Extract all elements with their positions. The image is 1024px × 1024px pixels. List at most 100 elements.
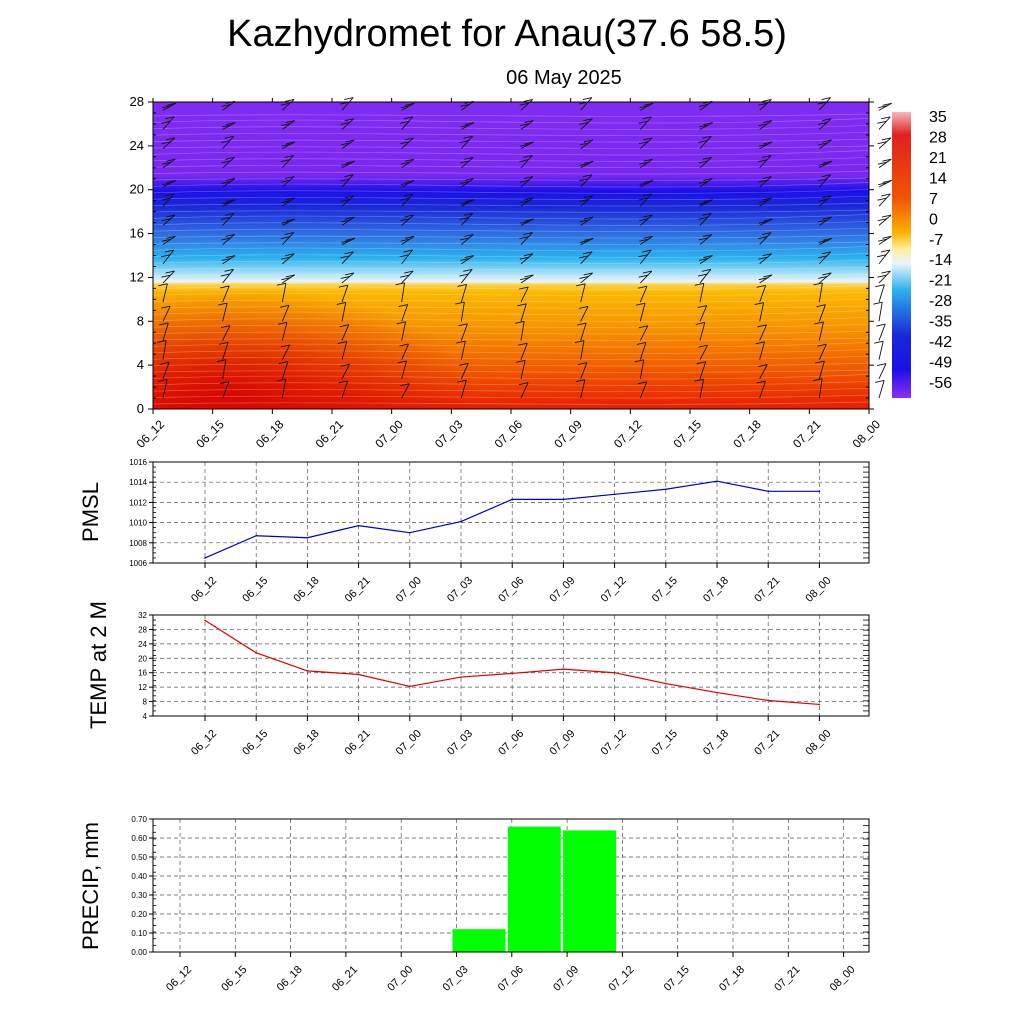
temperature-panel: TEMP at 2 M 4 8 12 16 20 24 28 32 06_12 06_15 06_1… <box>86 601 870 758</box>
y-tick-label: 1008 <box>129 539 147 548</box>
wind-barb <box>460 122 475 130</box>
isotherm-line <box>152 163 870 169</box>
wind-barb <box>279 304 290 322</box>
y-tick-label: 1010 <box>129 519 147 528</box>
wind-barb <box>698 135 712 149</box>
isotherm-line <box>152 145 870 149</box>
x-tick-label: 07_15 <box>662 964 692 994</box>
wind-barb <box>400 102 415 111</box>
x-tick-label: 07_06 <box>496 575 526 605</box>
y-tick-label: 4 <box>137 357 144 372</box>
wind-barb <box>400 214 414 226</box>
wind-barb <box>818 237 833 245</box>
wind-barb <box>460 178 474 188</box>
x-tick-label: 07_03 <box>445 728 475 758</box>
wind-barb <box>220 325 231 341</box>
wind-barb <box>160 361 170 380</box>
wind-barb <box>161 235 176 245</box>
x-tick-label: 07_03 <box>432 417 466 451</box>
wind-barb <box>698 344 708 360</box>
wind-barb <box>400 158 415 169</box>
x-tick-label: 07_00 <box>394 728 424 758</box>
wind-barb <box>280 154 294 169</box>
color-bar-label: 14 <box>929 170 947 187</box>
color-bar-label: -7 <box>929 232 943 249</box>
wind-barb <box>281 120 295 130</box>
wind-barb <box>399 116 414 130</box>
x-tick-label: 07_12 <box>606 964 636 994</box>
precipitation-y-label: PRECIP, mm <box>78 822 103 950</box>
wind-barb <box>813 282 823 303</box>
wind-barb <box>815 360 825 379</box>
pmsl-point <box>716 480 718 482</box>
wind-barb <box>278 361 289 379</box>
wind-barb <box>519 120 534 130</box>
precip-bar <box>563 830 617 952</box>
wind-barb <box>639 180 654 188</box>
pmsl-point <box>306 536 309 539</box>
temperature-y-label: TEMP at 2 M <box>86 601 111 729</box>
wind-barb <box>281 274 296 284</box>
wind-barb <box>579 118 593 130</box>
color-bar: 35 28 21 14 7 0 -7 -14 -21 -28 -35 -42 -49 -56 <box>892 109 952 398</box>
isotherm-line <box>152 284 870 290</box>
wind-barb <box>516 359 526 379</box>
wind-barb <box>340 216 355 226</box>
pmsl-point <box>460 520 462 523</box>
wind-barb <box>519 197 534 207</box>
wind-barb <box>519 253 534 265</box>
x-tick-label: 07_15 <box>650 728 680 758</box>
wind-barb <box>340 118 355 130</box>
wind-barb <box>519 98 534 111</box>
wind-barb <box>639 235 653 245</box>
isotherm-line <box>152 209 870 213</box>
wind-barb <box>578 305 589 322</box>
wind-barb <box>756 284 767 303</box>
wind-barb <box>160 249 175 265</box>
isotherm-line <box>152 369 870 373</box>
wind-barb <box>162 180 176 188</box>
temperature-2m-point <box>665 682 667 685</box>
wind-barb <box>877 363 887 380</box>
wind-barb <box>400 235 415 245</box>
wind-barb <box>336 302 347 322</box>
wind-barb <box>638 137 653 149</box>
wind-barb <box>755 341 766 360</box>
wind-barb <box>399 343 409 360</box>
wind-barb <box>277 321 288 341</box>
wind-barb <box>637 285 648 303</box>
wind-barb <box>578 174 593 188</box>
wind-barb <box>161 193 175 207</box>
x-tick-label: 06_18 <box>275 964 305 994</box>
isotherm-line <box>152 355 870 361</box>
x-tick-label: 07_09 <box>551 964 581 994</box>
wind-barb <box>338 380 349 399</box>
wind-barb <box>281 197 295 207</box>
wind-barb <box>698 178 713 188</box>
wind-barb <box>158 379 168 399</box>
wind-barb <box>281 218 296 226</box>
wind-barb <box>697 305 708 322</box>
isotherm-line <box>152 298 870 303</box>
x-tick-label: 07_18 <box>730 417 764 451</box>
x-tick-label: 07_12 <box>599 575 629 605</box>
wind-barb <box>877 235 892 245</box>
pmsl-point <box>357 524 360 527</box>
temperature-2m-point <box>613 671 616 674</box>
x-tick-label: 08_00 <box>803 575 833 605</box>
wind-barb <box>457 284 467 303</box>
wind-barb <box>695 322 706 341</box>
x-tick-label: 06_18 <box>253 417 287 451</box>
isotherm-line <box>152 310 870 316</box>
isotherm-line <box>152 316 870 322</box>
wind-barb <box>878 180 892 188</box>
wind-barb <box>698 156 713 169</box>
color-bar-label: -21 <box>929 273 952 290</box>
wind-barb <box>280 176 295 188</box>
wind-barb <box>816 304 826 322</box>
y-tick-label: 20 <box>138 654 147 663</box>
wind-barb <box>459 135 473 149</box>
isotherm-line <box>152 241 870 245</box>
